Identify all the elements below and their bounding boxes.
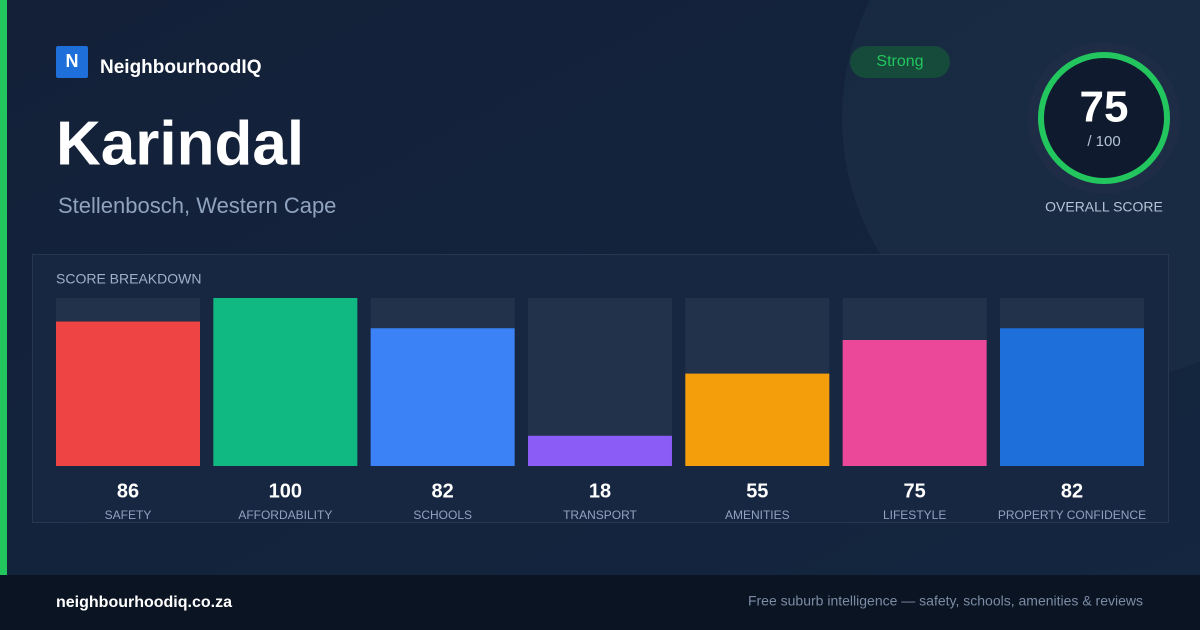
bar [527,435,672,466]
value-label: 100 [269,480,302,502]
suburb-name: Karindal [56,109,304,178]
value-label: 75 [904,480,926,502]
footer-tagline: Free suburb intelligence — safety, schoo… [748,593,1143,609]
bar [370,328,515,466]
category-label: AFFORDABILITY [238,508,332,522]
brand-name: NeighbourhoodIQ [100,57,261,78]
bar [685,373,830,466]
badge [850,46,950,78]
footer [0,575,1200,630]
score-max: / 100 [1087,133,1120,150]
breakdown-title: SCORE BREAKDOWN [56,271,201,287]
logo-letter: N [66,51,79,71]
value-label: 18 [589,480,611,502]
category-label: AMENITIES [725,508,790,522]
score-ring [1038,52,1170,184]
category-label: SCHOOLS [413,508,472,522]
bar [56,321,200,466]
accent-stripe [0,0,7,575]
logo [56,46,88,78]
category-label: TRANSPORT [563,508,637,522]
category-label: SAFETY [105,508,152,522]
footer-site: neighbourhoodiq.co.za [56,594,232,611]
bar [999,328,1144,466]
suburb-location: Stellenbosch, Western Cape [58,193,336,218]
bar [842,340,987,466]
bar [213,298,358,466]
score-value: 75 [1080,83,1129,132]
badge-text: Strong [876,53,923,70]
value-label: 55 [746,480,768,502]
value-label: 86 [117,480,139,502]
category-label: LIFESTYLE [883,508,946,522]
value-label: 82 [1061,480,1083,502]
category-label: PROPERTY CONFIDENCE [998,508,1146,522]
score-caption: OVERALL SCORE [1045,199,1163,215]
value-label: 82 [432,480,454,502]
